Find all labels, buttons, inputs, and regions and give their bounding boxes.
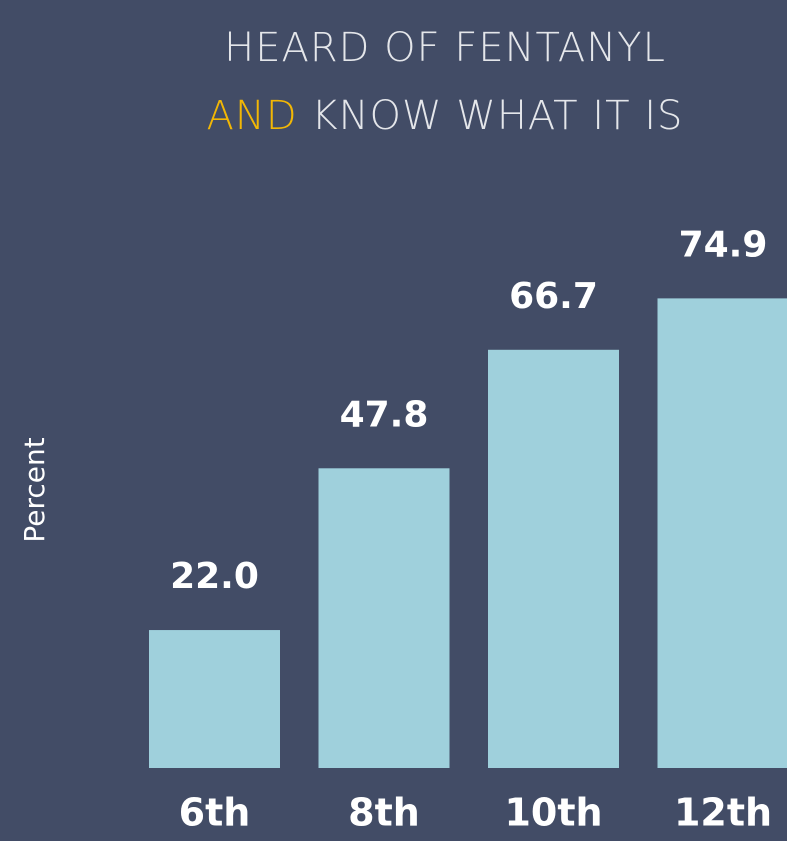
bar bbox=[488, 349, 619, 768]
x-tick-label: 6th bbox=[179, 791, 251, 835]
chart-title-line: HEARD OF FENTANYL bbox=[224, 25, 666, 71]
chart-title-rest: KNOW WHAT IT IS bbox=[311, 93, 683, 139]
value-label: 22.0 bbox=[170, 556, 259, 597]
chart-title-line: AND KNOW WHAT IT IS bbox=[207, 93, 684, 139]
value-label: 74.9 bbox=[679, 224, 768, 265]
y-axis-label: Percent bbox=[18, 437, 51, 542]
chart-title-highlight: AND bbox=[207, 93, 298, 139]
value-label: 47.8 bbox=[340, 394, 429, 435]
x-tick-label: 8th bbox=[348, 791, 420, 835]
x-tick-label: 10th bbox=[504, 791, 602, 835]
x-tick-label: 12th bbox=[674, 791, 772, 835]
bar bbox=[657, 298, 787, 768]
bar bbox=[318, 468, 450, 768]
bar bbox=[149, 630, 280, 768]
value-label: 66.7 bbox=[509, 276, 598, 317]
